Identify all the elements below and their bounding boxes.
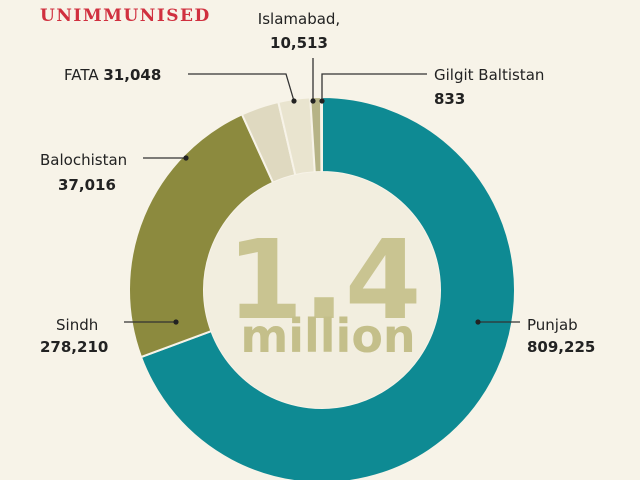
leader-dot-gilgit-baltistan	[319, 98, 325, 104]
slice-label-gilgit-baltistan: Gilgit Baltistan	[434, 66, 544, 84]
center-disc	[204, 172, 440, 408]
slice-label-balochistan: Balochistan	[40, 151, 127, 169]
slice-value-sindh: 278,210	[40, 338, 108, 356]
leader-dot-sindh	[173, 319, 179, 325]
leader-dot-islamabad	[310, 98, 316, 104]
slice-value-gilgit-baltistan: 833	[434, 90, 465, 108]
slice-label-fata: FATA 31,048	[64, 66, 161, 84]
slice-value-balochistan: 37,016	[58, 176, 116, 194]
leader-line-gilgit-baltistan	[321, 73, 427, 101]
slice-label-islamabad: Islamabad,	[258, 10, 340, 28]
leader-dot-balochistan	[183, 155, 189, 161]
slice-value-punjab: 809,225	[527, 338, 595, 356]
slice-label-punjab: Punjab	[527, 316, 578, 334]
chart-title: UNIMMUNISED	[40, 6, 211, 26]
leader-line-fata	[188, 73, 295, 102]
center-unit: million	[240, 309, 415, 363]
leader-dot-punjab	[475, 319, 481, 325]
slice-gilgit-baltistan	[320, 95, 323, 174]
slice-value-fata: 31,048	[103, 66, 161, 84]
slice-label-sindh: Sindh	[56, 316, 98, 334]
slice-value-islamabad: 10,513	[270, 34, 328, 52]
leader-dot-fata	[291, 98, 297, 104]
center-value: 1.4	[227, 216, 422, 344]
